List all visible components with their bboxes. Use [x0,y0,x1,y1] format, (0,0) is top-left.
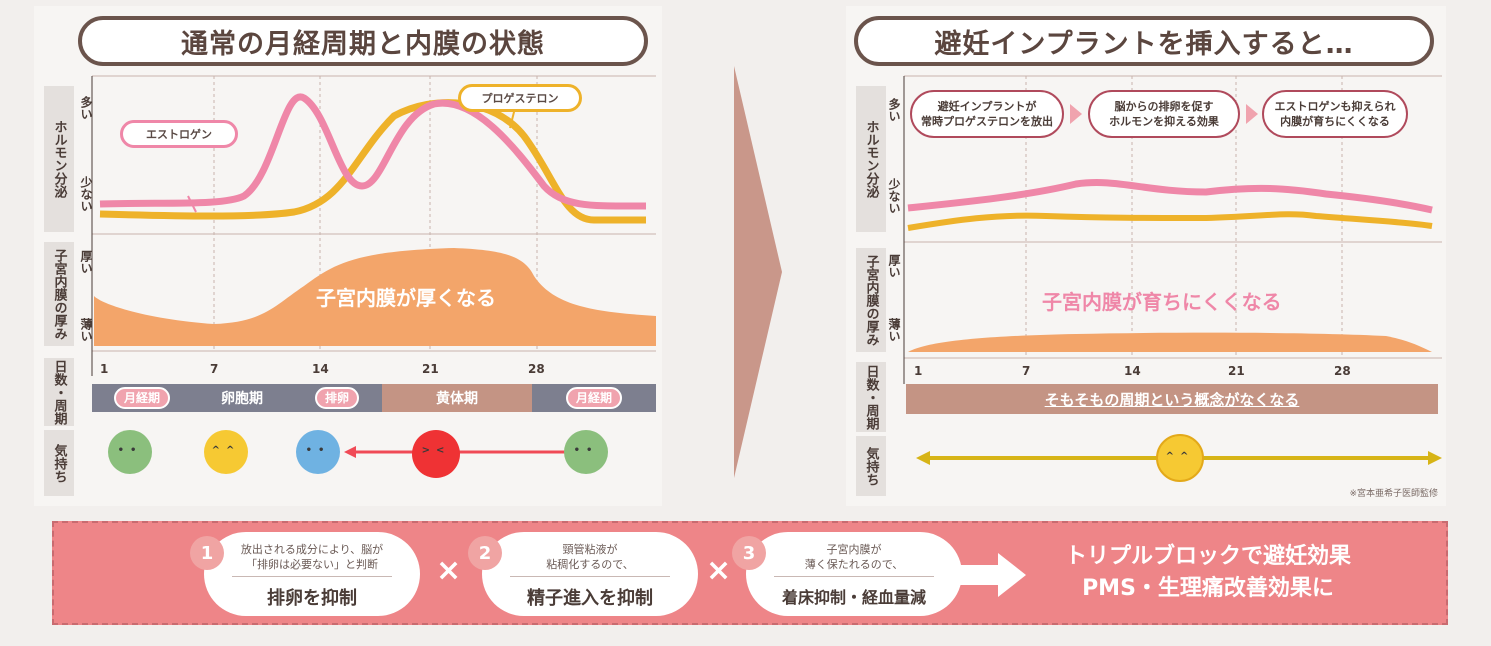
divider [232,576,392,577]
day-tick: 1 [100,362,109,376]
effect-description: 放出される成分により、脳が 「排卵は必要ない」と判断 [240,543,384,571]
day-tick: 7 [1022,364,1031,378]
estrogen-curve [907,179,1433,214]
angry-face-icon: >< [412,430,460,478]
phase-ovulation: 排卵 [292,384,382,412]
hormone-row-label: ホルモン分泌 [44,86,74,232]
result-text: トリプルブロックで避妊効果 PMS・生理痛改善効果に [1064,544,1351,601]
mood-row-label: 気持ち [856,436,886,496]
flow-arrow-icon [1246,104,1258,124]
day-tick: 14 [1124,364,1141,378]
day-tick: 21 [422,362,439,376]
days-row-label: 日数・周期 [856,362,886,432]
progesterone-curve [99,99,646,224]
estrogen-curve [99,93,647,210]
thick-label: 厚い [79,250,93,274]
divider [510,576,670,577]
effect-title: 着床抑制・経血量減 [781,588,926,607]
multiply-icon: × [436,553,462,588]
implant-title: 避妊インプラントを挿入すると… [854,16,1434,66]
transition-arrow-icon [734,66,782,478]
day-tick: 7 [210,362,219,376]
implant-panel: 避妊インプラントを挿入すると… ホルモン分泌 多い 少ない 避妊インプラントが常… [846,6,1446,506]
progesterone-label: プロゲステロン [458,84,582,112]
triple-block-strip: 1 放出される成分により、脳が 「排卵は必要ない」と判断 排卵を抑制 × 2 頸管… [52,521,1448,625]
implant-chart [903,75,1442,384]
thin-label: 薄い [887,318,901,342]
normal-cycle-panel: 通常の月経周期と内膜の状態 ホルモン分泌 多い 少ない エストロゲン プロゲステ… [34,6,662,506]
endometrium-area [94,248,656,346]
endometrium-row-label: 子宮内膜の厚み [856,248,886,352]
endometrium-area [908,332,1432,352]
multiply-icon: × [706,553,732,588]
endometrium-text: 子宮内膜が厚くなる [316,286,496,310]
sad-face-icon: •• [296,430,340,474]
effect-bubble-2: 2 頸管粘液が 粘稠化するので、 精子進入を抑制 [468,532,698,616]
hormone-low-label: 少ない [887,178,901,214]
phase-follicular: 卵胞期 [192,384,292,412]
step-number-1: 1 [190,536,224,570]
progesterone-curve [907,211,1433,231]
phase-menstrual: 月経期 [92,384,192,412]
normal-cycle-chart [91,75,656,376]
normal-cycle-title: 通常の月経周期と内膜の状態 [78,16,648,66]
flow-step-2: 脳からの排卵を促す ホルモンを抑える効果 [1088,90,1240,138]
estrogen-label: エストロゲン [120,120,238,148]
flow-arrow-icon [1070,104,1082,124]
phase-bar: 月経期 卵胞期 排卵 黄体期 月経期 [92,384,656,412]
endometrium-row-label: 子宮内膜の厚み [44,242,74,346]
hormone-row-label: ホルモン分泌 [856,86,886,232]
endometrium-text: 子宮内膜が育ちにくくなる [1042,290,1282,314]
hormone-high-label: 多い [79,96,93,120]
day-tick: 21 [1228,364,1245,378]
flow-step-1: 避妊インプラントが 常時プロゲステロンを放出 [910,90,1064,138]
days-row-label: 日数・周期 [44,358,74,426]
effect-title: 精子進入を抑制 [527,588,653,609]
step-number-2: 2 [468,536,502,570]
effect-bubble-3: 3 子宮内膜が 薄く保たれるので、 着床抑制・経血量減 [732,532,962,616]
mood-arrow-icon [344,446,594,458]
flow-step-3: エストロゲンも抑えられ 内膜が育ちにくくなる [1262,90,1408,138]
phase-luteal: 黄体期 [382,384,532,412]
supervision-note: ※宮本亜希子医師監修 [1349,489,1438,499]
day-tick: 28 [1334,364,1351,378]
day-tick: 14 [312,362,329,376]
thick-label: 厚い [887,254,901,278]
hormone-low-label: 少ない [79,176,93,212]
effect-title: 排卵を抑制 [267,588,357,609]
neutral-face-icon: •• [564,430,608,474]
day-tick: 28 [528,362,545,376]
mood-row-label: 気持ち [44,430,74,496]
cycle-bar: そもそもの周期という概念がなくなる [906,384,1438,414]
happy-face-icon: ^^ [204,430,248,474]
step-number-3: 3 [732,536,766,570]
day-tick: 1 [914,364,923,378]
thin-label: 薄い [79,318,93,342]
phase-menstrual-2: 月経期 [532,384,656,412]
hormone-high-label: 多い [887,98,901,122]
estrogen-leader [187,195,197,213]
neutral-face-icon: •• [108,430,152,474]
effect-bubble-1: 1 放出される成分により、脳が 「排卵は必要ない」と判断 排卵を抑制 [190,532,420,616]
happy-face-icon: ^^ [1156,434,1204,482]
effect-description: 子宮内膜が 薄く保たれるので、 [804,543,904,571]
effect-description: 頸管粘液が 粘稠化するので、 [546,543,634,571]
divider [774,576,934,577]
result-arrow-icon [960,553,1026,597]
